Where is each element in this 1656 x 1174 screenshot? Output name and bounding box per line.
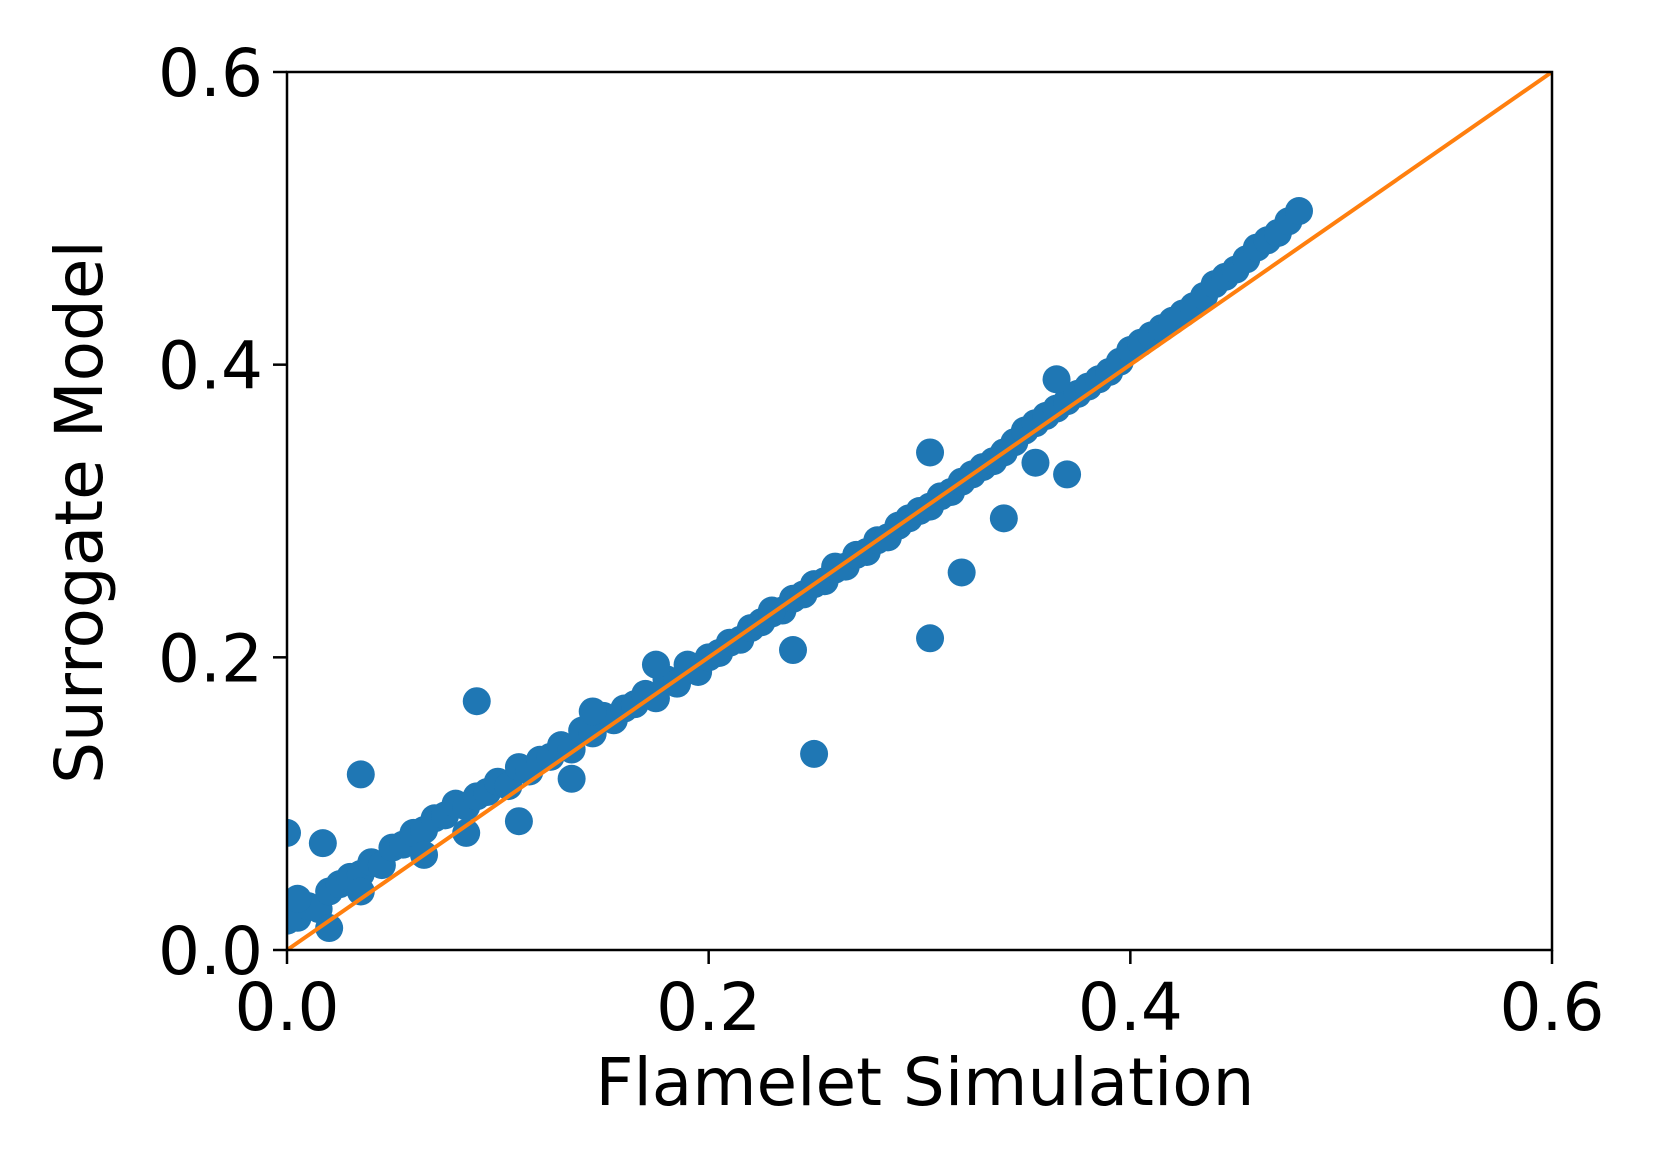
point [452, 818, 481, 847]
point [1053, 460, 1082, 489]
point [800, 739, 829, 768]
point [346, 877, 375, 906]
y-tick-label: 0.4 [158, 328, 263, 405]
point [578, 697, 607, 726]
point [916, 624, 945, 653]
point [1042, 365, 1071, 394]
x-tick-label: 0.4 [1078, 969, 1183, 1046]
line [287, 72, 1552, 950]
x-tick-label: 0.0 [235, 969, 340, 1046]
point [947, 558, 976, 587]
plot-area [287, 72, 1552, 950]
y-tick-label: 0.6 [158, 35, 263, 112]
point [1285, 197, 1313, 226]
x-tick-label: 0.2 [656, 969, 761, 1046]
point [315, 914, 344, 943]
y-tick-label: 0.2 [158, 620, 263, 697]
axes-frame [285, 70, 1554, 952]
point [557, 764, 586, 793]
point [989, 504, 1018, 533]
point [916, 438, 945, 467]
point [504, 807, 533, 836]
point [287, 818, 301, 847]
point [287, 884, 312, 913]
point [779, 636, 807, 665]
point [308, 829, 337, 858]
x-axis-label: Flamelet Simulation [595, 1044, 1254, 1121]
point [1021, 448, 1050, 477]
point [346, 760, 375, 789]
point [641, 650, 670, 679]
x-tick-label: 0.6 [1500, 969, 1605, 1046]
y-axis-label: Surrogate Model [41, 240, 118, 784]
y-tick-label: 0.0 [158, 913, 263, 990]
point [462, 687, 491, 716]
